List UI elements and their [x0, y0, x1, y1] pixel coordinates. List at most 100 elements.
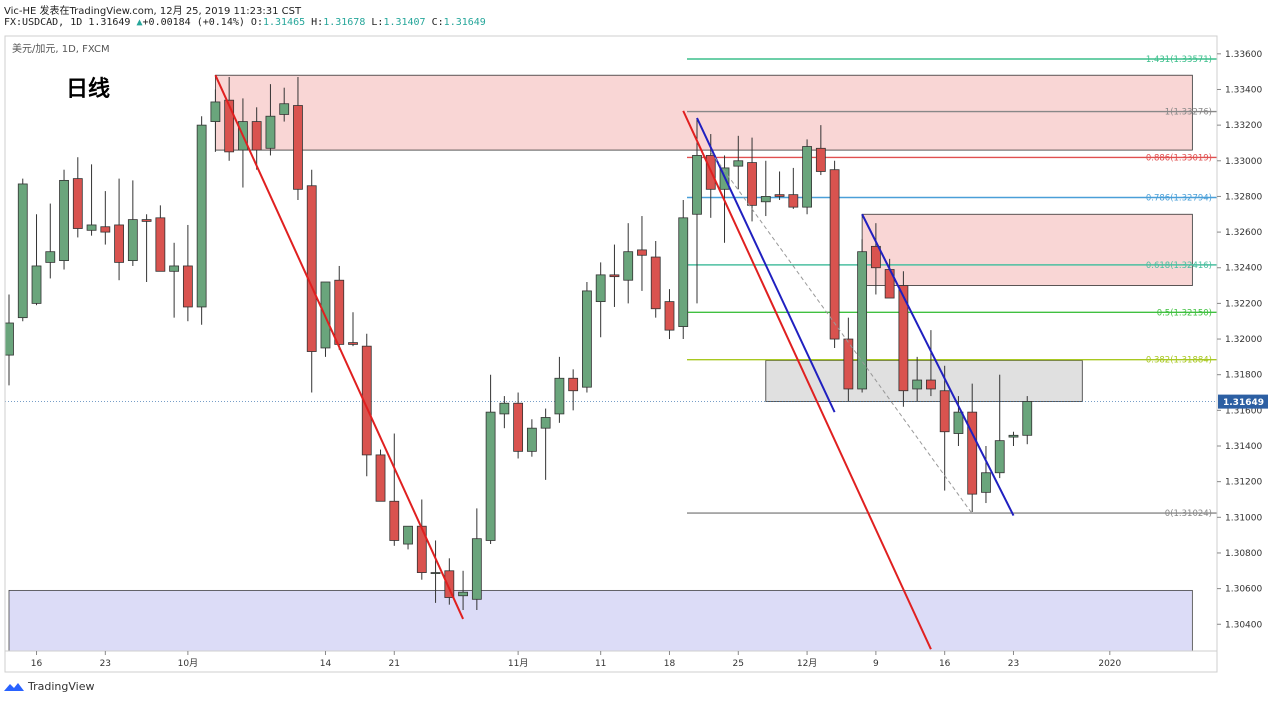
- candle-body: [554, 377, 565, 415]
- candle-body: [678, 217, 689, 327]
- candle-body: [623, 251, 634, 281]
- fib-level-label: 1.431(1.33571): [1146, 55, 1212, 65]
- candle-body: [334, 279, 345, 345]
- candle-body: [45, 251, 56, 263]
- candle: [568, 369, 579, 411]
- candle: [279, 87, 290, 122]
- candle: [348, 312, 358, 347]
- candle-body: [499, 402, 510, 415]
- candle: [802, 139, 812, 215]
- change-value: +0.00184 (+0.14%): [142, 17, 245, 28]
- candle: [898, 271, 909, 407]
- candle: [458, 570, 468, 610]
- candle-body: [926, 379, 936, 390]
- red-trendline: [682, 110, 932, 650]
- candle: [251, 107, 262, 170]
- candle: [31, 214, 42, 306]
- candle: [1022, 396, 1033, 445]
- candle: [375, 449, 386, 502]
- candle-body: [967, 411, 978, 495]
- candle-body: [224, 99, 235, 153]
- candle-body: [114, 224, 124, 263]
- candle: [595, 262, 606, 338]
- candle: [306, 169, 317, 393]
- resistance-zone: [861, 213, 1193, 286]
- candle: [981, 446, 991, 504]
- candle: [788, 167, 799, 209]
- time-tick-label: 11: [595, 659, 606, 669]
- brand-name: TradingView: [28, 680, 95, 693]
- price-tick-label: 1.31400: [1225, 442, 1262, 452]
- candle: [334, 265, 345, 350]
- footer: TradingView: [4, 680, 94, 693]
- candle: [320, 281, 331, 357]
- candle-body: [169, 265, 180, 272]
- candle-body: [870, 245, 881, 269]
- candle-body: [444, 570, 455, 598]
- candle-body: [733, 160, 744, 167]
- price-tick-label: 1.32200: [1225, 299, 1262, 309]
- candle: [361, 333, 372, 477]
- high-value: 1.31678: [323, 17, 366, 28]
- candle-body: [774, 194, 785, 197]
- candle-body: [747, 162, 757, 206]
- open-value: 1.31465: [262, 17, 306, 28]
- price-tick-label: 1.31200: [1225, 478, 1262, 488]
- candle: [471, 508, 482, 610]
- candle-body: [59, 179, 69, 262]
- fib-level-label: 0(1.31024): [1165, 509, 1212, 519]
- price-tick-label: 1.30800: [1225, 549, 1262, 559]
- current-price-label: 1.31649: [1223, 398, 1264, 408]
- candle: [155, 205, 166, 272]
- candle-body: [939, 390, 950, 433]
- time-tick-label: 16: [939, 659, 951, 669]
- time-tick-label: 14: [320, 659, 332, 669]
- candle-body: [664, 301, 675, 331]
- time-tick-label: 23: [1008, 659, 1019, 669]
- price-tick-label: 1.31600: [1225, 406, 1262, 416]
- candle: [141, 214, 152, 282]
- time-tick-label: 25: [733, 659, 744, 669]
- candle: [114, 178, 124, 281]
- candle: [582, 282, 592, 393]
- fib-level-label: 0.786(1.32794): [1146, 194, 1212, 204]
- candle: [609, 244, 620, 307]
- price-tick-label: 1.30600: [1225, 585, 1262, 595]
- price-tick-label: 1.31800: [1225, 371, 1262, 381]
- candle-body: [829, 169, 840, 340]
- candle-body: [100, 226, 111, 233]
- candle: [554, 356, 565, 423]
- candle: [692, 118, 702, 304]
- candle-body: [293, 105, 303, 190]
- candle: [416, 499, 427, 580]
- price-tick-label: 1.32000: [1225, 335, 1262, 345]
- time-tick-label: 16: [31, 659, 43, 669]
- candle: [774, 171, 785, 200]
- close-price: 1.31649: [88, 17, 131, 28]
- time-tick-label: 18: [664, 659, 676, 669]
- candle-body: [86, 224, 97, 231]
- close-value: 1.31649: [443, 17, 486, 28]
- time-tick-label: 21: [389, 659, 400, 669]
- candle-body: [348, 342, 358, 345]
- time-tick-label: 12月: [797, 658, 817, 669]
- candle-body: [17, 183, 28, 319]
- candle-body: [994, 440, 1005, 474]
- candle: [678, 200, 689, 340]
- candle-body: [582, 290, 592, 388]
- candle: [939, 365, 950, 491]
- candle: [224, 77, 235, 161]
- candle: [127, 180, 138, 266]
- price-tick-label: 1.33000: [1225, 157, 1262, 167]
- candle: [967, 383, 978, 512]
- symbol-label: FX:USDCAD, 1D: [4, 17, 83, 28]
- candle: [760, 160, 771, 217]
- candle: [815, 125, 826, 176]
- candle-body: [485, 411, 496, 541]
- candle: [1008, 431, 1019, 446]
- candle-body: [692, 155, 702, 215]
- candle: [513, 392, 524, 459]
- candle: [623, 223, 634, 304]
- candle-body: [182, 265, 193, 308]
